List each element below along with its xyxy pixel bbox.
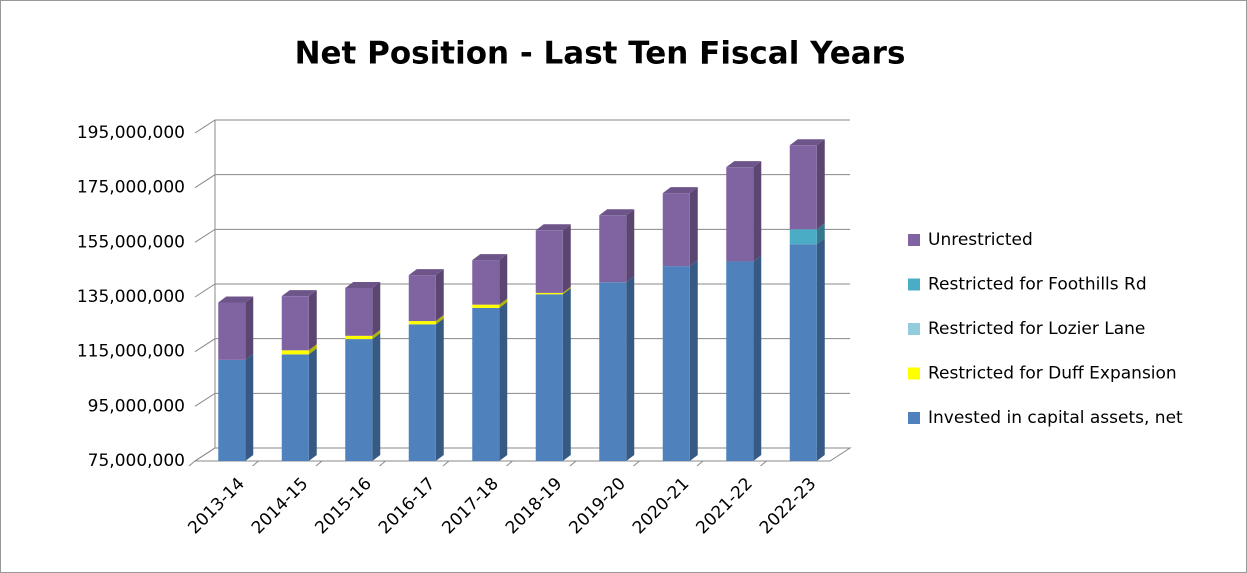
bar-top (345, 281, 381, 288)
bar-side (753, 161, 762, 262)
bar (662, 193, 690, 267)
bar (726, 261, 754, 461)
grid-line (194, 447, 850, 462)
bar (345, 287, 373, 336)
x-tick (442, 460, 450, 467)
bar-side (308, 344, 317, 355)
bar-side (753, 255, 762, 461)
bar (789, 244, 817, 461)
grid-line (194, 174, 850, 189)
bar-top (535, 224, 571, 231)
bar-side (245, 353, 254, 461)
legend-swatch (908, 278, 920, 291)
bar-side (562, 286, 571, 295)
grid-line (194, 338, 850, 353)
x-tick (188, 460, 196, 467)
legend-swatch (908, 412, 920, 424)
y-tick-label: 175,000,000 (77, 178, 185, 198)
x-tick (633, 460, 640, 467)
bar-top (281, 290, 317, 297)
bar-side (435, 269, 444, 322)
grid-line (194, 392, 850, 407)
bar (345, 335, 373, 340)
bar-side (689, 187, 698, 267)
legend-label: Unrestricted (928, 230, 1033, 250)
bar-side (308, 290, 317, 351)
bar (472, 260, 500, 305)
y-tick-label: 75,000,000 (88, 451, 185, 471)
bar-side (816, 223, 825, 245)
bar-side (816, 139, 825, 230)
bar-side (245, 296, 254, 360)
bar-side (562, 224, 571, 293)
legend-label: Restricted for Foothills Rd (928, 275, 1147, 295)
bar-side (562, 288, 571, 461)
x-tick (760, 460, 767, 467)
bar (599, 215, 627, 283)
bar-side (499, 301, 508, 461)
y-tick-label: 195,000,000 (77, 123, 185, 143)
bar-side (435, 318, 444, 461)
bar-side (372, 329, 381, 340)
bar (408, 275, 436, 322)
bar-side (499, 298, 508, 308)
legend-label: Restricted for Lozier Lane (928, 319, 1145, 339)
bar (599, 282, 627, 461)
bar-top (472, 254, 508, 261)
bar (408, 324, 436, 461)
bar-top (218, 296, 254, 303)
legend-swatch (908, 367, 920, 380)
bar (345, 339, 373, 461)
y-tick-label: 115,000,000 (77, 342, 185, 362)
bar-top (662, 187, 698, 194)
bar-top (408, 269, 444, 276)
legend-swatch (908, 234, 920, 246)
x-tick (252, 460, 259, 467)
y-tick-label: 155,000,000 (77, 232, 185, 252)
chart-title: Net Position - Last Ten Fiscal Years (295, 36, 906, 72)
bar (535, 292, 563, 295)
bar-side (816, 238, 825, 461)
grid-line (194, 228, 850, 243)
grid-line (194, 283, 850, 298)
x-tick (569, 460, 577, 467)
legend-label: Restricted for Duff Expansion (928, 364, 1177, 384)
bar-side (308, 348, 317, 461)
bar (726, 167, 754, 262)
bar-side (689, 260, 698, 461)
bar-side (435, 315, 444, 325)
bar (218, 302, 246, 360)
bar-side (372, 281, 381, 336)
bar (281, 350, 309, 355)
legend-label: Invested in capital assets, net (928, 408, 1183, 428)
bar (789, 229, 817, 245)
bar (535, 230, 563, 293)
bar-top (726, 161, 762, 168)
bar-side (499, 254, 508, 305)
bar-side (626, 209, 635, 283)
x-tick (379, 460, 386, 467)
bar (472, 307, 500, 461)
bar (662, 266, 690, 461)
bar (408, 321, 436, 325)
grid-line (194, 119, 850, 134)
bar-side (372, 333, 381, 461)
bar (281, 354, 309, 461)
bar-top (789, 139, 825, 146)
y-tick-label: 135,000,000 (77, 287, 185, 307)
x-tick (315, 460, 323, 467)
bar (281, 296, 309, 351)
legend-swatch (908, 323, 920, 335)
x-tick (696, 460, 704, 467)
bar (472, 304, 500, 308)
bar-top (599, 209, 635, 216)
bar-side (626, 276, 635, 461)
x-tick (506, 460, 513, 467)
y-tick-label: 95,000,000 (88, 396, 185, 416)
bar (218, 359, 246, 461)
bar (535, 294, 563, 461)
bar (789, 145, 817, 230)
